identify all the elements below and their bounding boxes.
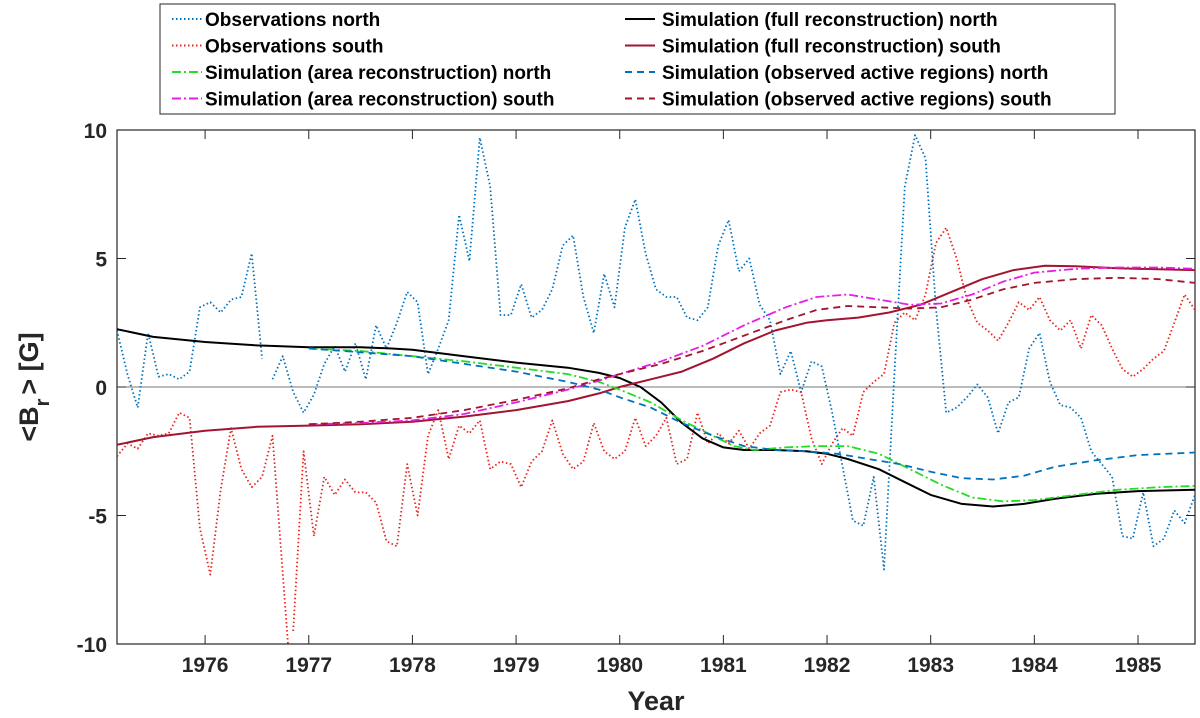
y-tick-label: 10 [84,120,107,143]
y-axis-title-sub: r [32,398,54,406]
plot-area: 1976 1977 1978 1979 1980 1981 1982 1983 1984 1985… [77,120,1196,677]
x-tick-label: 1981 [700,654,747,677]
series-line-7 [308,347,1195,481]
series-line-6 [308,266,1195,426]
ticks-layer: 1976 1977 1978 1979 1980 1981 1982 1983 1984 1985… [77,120,1195,677]
legend-label: Simulation (full reconstruction) south [662,37,1001,58]
legend-label: Simulation (observed active regions) sou… [662,90,1052,111]
x-tick-label: 1983 [907,654,954,677]
y-tick-label: 0 [95,377,107,400]
legend-label: Simulation (area reconstruction) north [205,63,551,84]
y-tick-label: -5 [88,506,107,529]
y-axis-title-tail: > [G] [14,332,44,394]
y-tick-label: -10 [77,634,107,657]
legend-label: Simulation (observed active regions) nor… [662,63,1048,84]
x-tick-label: 1982 [804,654,851,677]
legend-items: Observations north Observations south Simu… [172,10,1052,111]
legend-label: Simulation (full reconstruction) north [662,10,998,31]
x-tick-label: 1980 [596,654,643,677]
y-tick-label: 5 [95,249,107,272]
x-tick-label: 1978 [389,654,436,677]
series-line-4 [117,264,1195,446]
legend: Observations north Observations south Simu… [159,3,1116,115]
x-tick-label: 1985 [1115,654,1162,677]
x-tick-label: 1979 [493,654,540,677]
x-axis-title: Year [627,686,685,716]
series-line-3 [117,328,1195,508]
series-layer [117,134,1195,644]
x-tick-label: 1976 [182,654,229,677]
series-line-1-segment-1 [117,252,263,409]
y-axis-title: <Br > [G] [14,332,54,441]
legend-label: Observations south [205,37,383,58]
series-line-8 [308,276,1195,426]
legend-label: Observations north [205,10,380,31]
series-line-5 [308,347,1195,503]
y-axis-title-main: <B [14,406,44,441]
legend-box [159,3,1116,115]
x-tick-label: 1984 [1011,654,1058,677]
x-tick-label: 1977 [285,654,332,677]
legend-label: Simulation (area reconstruction) south [205,90,554,111]
